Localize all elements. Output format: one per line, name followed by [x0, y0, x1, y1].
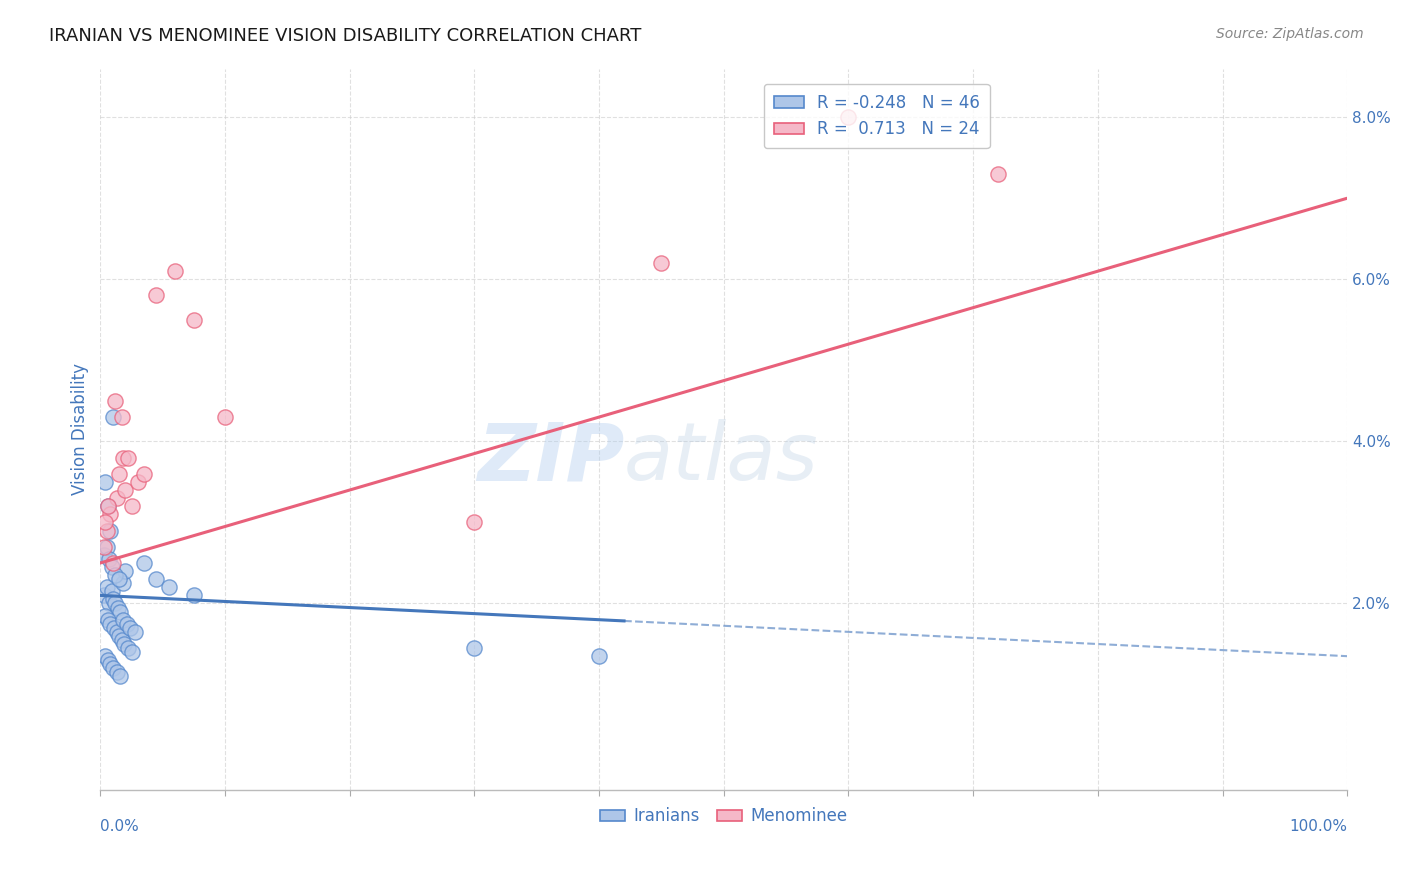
Point — [108, 467, 131, 481]
Point — [101, 592, 124, 607]
Point — [463, 516, 485, 530]
Point — [107, 600, 129, 615]
Point — [157, 580, 180, 594]
Point — [183, 588, 205, 602]
Point — [94, 516, 117, 530]
Point — [145, 572, 167, 586]
Point — [98, 552, 121, 566]
Point — [108, 572, 131, 586]
Point — [111, 450, 134, 465]
Text: atlas: atlas — [624, 419, 818, 497]
Point — [110, 632, 132, 647]
Point — [108, 629, 131, 643]
Point — [463, 641, 485, 656]
Point — [93, 540, 115, 554]
Point — [101, 556, 124, 570]
Point — [111, 613, 134, 627]
Point — [650, 256, 672, 270]
Point — [104, 568, 127, 582]
Point — [117, 641, 139, 656]
Point — [165, 264, 187, 278]
Point — [100, 560, 122, 574]
Point — [104, 393, 127, 408]
Point — [112, 637, 135, 651]
Point — [93, 588, 115, 602]
Point — [94, 649, 117, 664]
Point — [96, 580, 118, 594]
Point — [121, 500, 143, 514]
Point — [110, 605, 132, 619]
Point — [98, 508, 121, 522]
Point — [94, 608, 117, 623]
Point — [97, 500, 120, 514]
Point — [114, 564, 136, 578]
Point — [97, 500, 120, 514]
Point — [100, 584, 122, 599]
Text: 100.0%: 100.0% — [1289, 819, 1347, 834]
Point — [101, 410, 124, 425]
Point — [98, 616, 121, 631]
Point — [145, 288, 167, 302]
Point — [94, 475, 117, 489]
Point — [110, 669, 132, 683]
Point — [98, 597, 121, 611]
Text: ZIP: ZIP — [477, 419, 624, 497]
Point — [121, 645, 143, 659]
Point — [114, 483, 136, 497]
Text: Source: ZipAtlas.com: Source: ZipAtlas.com — [1216, 27, 1364, 41]
Point — [837, 110, 859, 124]
Point — [111, 576, 134, 591]
Point — [132, 467, 155, 481]
Point — [105, 665, 128, 680]
Point — [105, 624, 128, 639]
Point — [127, 475, 149, 489]
Point — [97, 613, 120, 627]
Legend: Iranians, Menominee: Iranians, Menominee — [593, 801, 853, 832]
Point — [124, 624, 146, 639]
Point — [183, 313, 205, 327]
Point — [98, 524, 121, 538]
Point — [117, 450, 139, 465]
Point — [98, 657, 121, 672]
Point — [93, 548, 115, 562]
Point — [96, 540, 118, 554]
Point — [588, 649, 610, 664]
Text: 0.0%: 0.0% — [100, 819, 139, 834]
Point — [987, 167, 1010, 181]
Point — [97, 653, 120, 667]
Point — [105, 491, 128, 505]
Y-axis label: Vision Disability: Vision Disability — [72, 363, 89, 495]
Text: IRANIAN VS MENOMINEE VISION DISABILITY CORRELATION CHART: IRANIAN VS MENOMINEE VISION DISABILITY C… — [49, 27, 641, 45]
Point — [214, 410, 236, 425]
Point — [110, 410, 132, 425]
Point — [101, 661, 124, 675]
Point — [120, 621, 142, 635]
Point — [104, 597, 127, 611]
Point — [96, 524, 118, 538]
Point — [103, 621, 125, 635]
Point — [115, 616, 138, 631]
Point — [132, 556, 155, 570]
